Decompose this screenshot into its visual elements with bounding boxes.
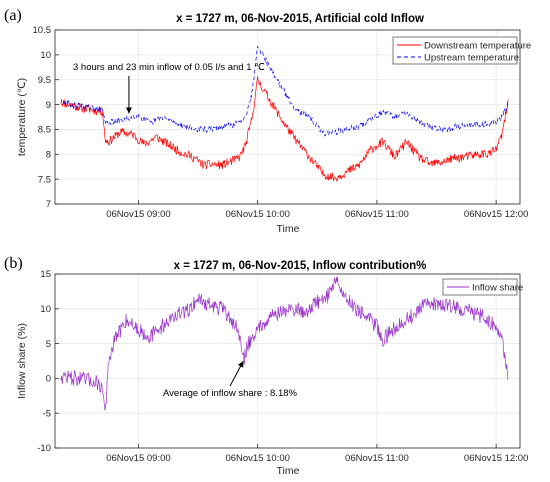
- legend-label-inflow-share: Inflow share: [472, 283, 523, 294]
- annotation-arrowhead-a: [125, 107, 132, 114]
- x-tick-label: 06Nov15 11:00: [345, 209, 409, 220]
- y-tick-label: 7: [46, 199, 51, 210]
- y-tick-label: -5: [43, 408, 51, 419]
- series-layer-b: [60, 276, 509, 411]
- legend-label-downstream: Downstream temperature: [424, 41, 531, 52]
- annotation-b: Average of inflow share : 8.18%: [163, 388, 298, 399]
- y-tick-label: 7.5: [38, 174, 51, 185]
- x-tick-label: 06Nov15 09:00: [106, 453, 170, 464]
- x-tick-label: 06Nov15 12:00: [464, 453, 528, 464]
- x-axis-label-b: Time: [277, 465, 300, 477]
- x-tick-label: 06Nov15 09:00: [106, 209, 170, 220]
- y-tick-label: 10.5: [33, 25, 52, 36]
- x-tick-label: 06Nov15 10:00: [225, 453, 289, 464]
- y-tick-label: 5: [46, 339, 51, 350]
- x-tick-label: 06Nov15 12:00: [464, 209, 528, 220]
- legend-a: Downstream temperature Upstream temperat…: [392, 36, 531, 65]
- legend-b: Inflow share: [442, 278, 523, 296]
- ticks-a: 7 7.5 8 8.5 9 9.5 10 10.5 06Nov15 09:00 06Nov15 1…: [33, 25, 529, 220]
- legend-label-upstream: Upstream temperature: [424, 53, 519, 64]
- y-tick-label: 8.5: [38, 125, 51, 136]
- panel-label-b: (b): [4, 255, 23, 272]
- series-line-upstream-temperature: [60, 46, 509, 137]
- y-tick-label: -10: [37, 443, 51, 454]
- plot-frame-a: [54, 29, 521, 205]
- panel-b: (b) x = 1727 m, 06-Nov-2015, Inflow cont…: [4, 255, 528, 477]
- x-tick-label: 06Nov15 11:00: [345, 453, 409, 464]
- chart-title-a: x = 1727 m, 06-Nov-2015, Artificial cold…: [176, 13, 424, 25]
- y-tick-label: 8: [46, 149, 51, 160]
- plot-frame-b: [54, 273, 521, 449]
- y-axis-label-a: temperature (℃): [16, 78, 28, 156]
- panel-a: (a) x = 1727 m, 06-Nov-2015, Artificial …: [4, 7, 531, 235]
- series-layer-a: [60, 46, 509, 182]
- y-tick-label: 10: [40, 304, 51, 315]
- y-tick-label: 0: [46, 374, 51, 385]
- annotation-arrowhead-b: [237, 361, 244, 368]
- x-axis-label-a: Time: [277, 223, 300, 235]
- series-line-inflow-share: [60, 276, 509, 411]
- legend-box-b: [442, 278, 518, 296]
- legend-box-a: [392, 36, 518, 65]
- panel-label-a: (a): [4, 7, 22, 24]
- y-tick-label: 10: [40, 50, 51, 61]
- y-tick-label: 9.5: [38, 75, 51, 86]
- x-tick-label: 06Nov15 10:00: [225, 209, 289, 220]
- chart-title-b: x = 1727 m, 06-Nov-2015, Inflow contribu…: [174, 260, 427, 272]
- series-line-downstream-temperature: [60, 76, 509, 182]
- y-tick-label: 9: [46, 100, 51, 111]
- y-axis-label-b: Inflow share (%): [16, 323, 28, 399]
- annotation-a: 3 hours and 23 min inflow of 0.05 l/s an…: [73, 62, 265, 73]
- y-tick-label: 15: [40, 269, 51, 280]
- ticks-b: -10 -5 0 5 10 15 06Nov15 09:00 06Nov15 10:00 06N…: [37, 269, 528, 464]
